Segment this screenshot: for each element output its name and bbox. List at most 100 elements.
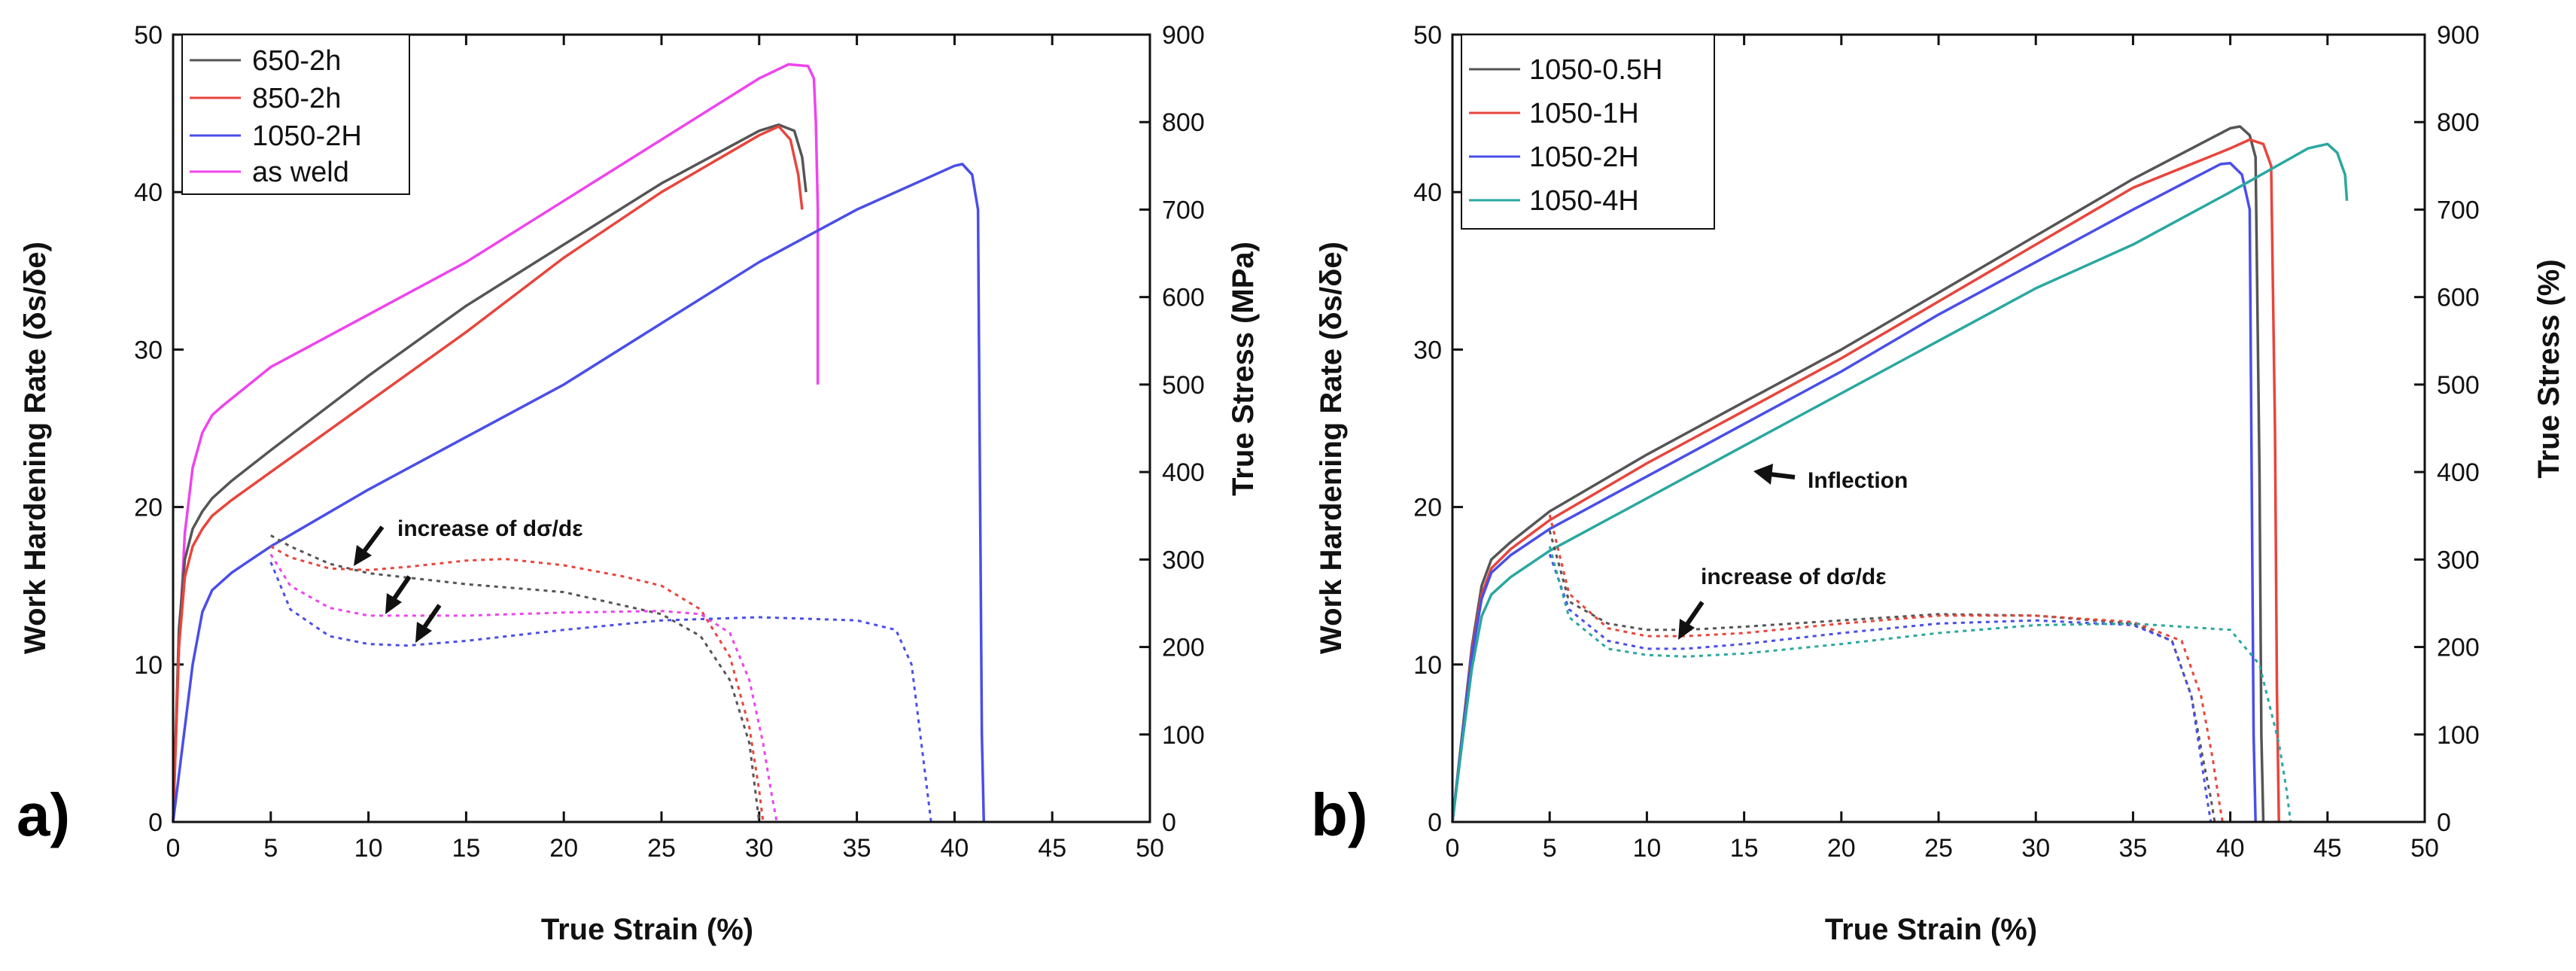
panel-b-y-left-tick-label: 50 — [1413, 21, 1442, 50]
panel-b-x-tick-label: 30 — [2021, 834, 2050, 863]
legend-label-1050-0-5h: 1050-0.5H — [1529, 54, 1662, 86]
panel-a-y-right-tick-label: 900 — [1162, 21, 1205, 50]
panel-b-x-tick-label: 25 — [1924, 834, 1953, 863]
panel-b-y-left-title: Work Hardening Rate (δs/δe) — [1315, 242, 1348, 654]
panel-a-label: a) — [17, 781, 70, 848]
panel-a-y-right-tick-label: 800 — [1162, 108, 1205, 137]
panel-a-y-right-tick-label: 500 — [1162, 371, 1205, 400]
panel-b-annotation-increase: increase of dσ/dε — [1701, 565, 1887, 589]
panel-a-y-right-tick-label: 400 — [1162, 458, 1205, 487]
panel-a-x-tick-label: 20 — [549, 834, 578, 863]
arrow-b-2-shaft — [1683, 601, 1705, 628]
panel-a-whr-line-850-2h — [270, 545, 765, 823]
panel-b-x-title: True Strain (%) — [1825, 913, 2037, 946]
panel-a-x-tick-label: 25 — [647, 834, 676, 863]
panel-a-whr-line-650-2h — [270, 534, 761, 823]
panel-b-whr-line-1050-2h — [1548, 553, 2213, 823]
panel-a-x-title: True Strain (%) — [541, 913, 753, 946]
panel-a-y-left-tick-label: 50 — [134, 21, 163, 50]
panel-a-y-right-tick-label: 700 — [1162, 196, 1205, 224]
panel-b-whr-line-1050-1h — [1548, 514, 2224, 823]
panel-a-x-tick-label: 30 — [745, 834, 774, 863]
panel-b-annotation-arrows — [1678, 464, 1796, 640]
panel-a-x-tick-label: 5 — [263, 834, 278, 863]
panel-b-annotation-inflection: Inflection — [1808, 468, 1908, 493]
panel-b-y-left-tick-label: 30 — [1413, 336, 1442, 364]
panel-b-x-tick-label: 10 — [1632, 834, 1661, 863]
panel-b-stress-line-1050-4h — [1451, 142, 2349, 823]
arrow-b-2-head — [1678, 619, 1695, 640]
panel-a-legend: 650-2h 850-2h 1050-2H as weld — [181, 34, 410, 195]
panel-b-x-tick-label: 5 — [1543, 834, 1557, 863]
panel-a-y-left-tick-label: 10 — [134, 651, 163, 680]
panel-a-y-right-tick-label: 300 — [1162, 546, 1205, 574]
panel-b-legend: 1050-0.5H 1050-1H 1050-2H 1050-4H — [1461, 34, 1715, 230]
panel-a: a) Work Hardening Rate (δs/δe) True Stre… — [17, 21, 1260, 946]
arrow-b-1-shaft — [1769, 472, 1796, 479]
panel-a-x-tick-label: 45 — [1038, 834, 1066, 863]
arrow-a-2-shaft — [391, 575, 412, 602]
legend-label-1050-2h-b: 1050-2H — [1529, 142, 1639, 173]
panel-a-y-right-tick-label: 100 — [1162, 721, 1205, 750]
panel-a-y-left-tick-label: 0 — [148, 808, 163, 837]
panel-b-legend-box — [1461, 34, 1715, 230]
panel-a-x-tick-label: 50 — [1136, 834, 1164, 863]
panel-b-y-right-title: True Stress (%) — [2532, 259, 2565, 478]
panel-b-y-right-tick-label: 700 — [2437, 196, 2480, 224]
panel-b-x-tick-label: 20 — [1827, 834, 1856, 863]
panel-b-y-right-tick-label: 0 — [2437, 808, 2451, 837]
panel-b-y-left-tick-label: 10 — [1413, 651, 1442, 680]
arrow-a-1-shaft — [360, 525, 385, 555]
legend-label-650-2h: 650-2h — [252, 45, 341, 77]
panel-b-y-left-tick-label: 40 — [1413, 178, 1442, 207]
legend-label-as-weld: as weld — [252, 157, 349, 188]
panel-a-y-left-tick-label: 30 — [134, 336, 163, 364]
legend-label-1050-2h: 1050-2H — [252, 120, 362, 152]
panel-b-y-left-tick-label: 0 — [1428, 808, 1442, 837]
panel-a-x-tick-label: 35 — [843, 834, 871, 863]
panel-a-annotation-arrows — [354, 525, 442, 643]
arrow-a-3-shaft — [421, 604, 442, 631]
panel-a-stress-line-650-2h — [172, 123, 807, 823]
panel-b-label: b) — [1311, 781, 1368, 848]
panel-a-stress-line-1050-2h — [172, 163, 986, 823]
arrow-b-1-head — [1753, 464, 1773, 485]
panel-b-y-right-tick-label: 500 — [2437, 371, 2480, 400]
arrow-a-1-head — [354, 545, 372, 566]
panel-a-y-left-tick-label: 20 — [134, 494, 163, 522]
panel-b-plot-frame — [1451, 33, 2426, 823]
panel-b-y-right-tick-label: 900 — [2437, 21, 2480, 50]
legend-label-1050-4h: 1050-4H — [1529, 185, 1639, 217]
panel-a-stress-line-as-weld — [172, 62, 820, 823]
panel-b-y-left-tick-label: 20 — [1413, 494, 1442, 522]
panel-b: b) Work Hardening Rate (δs/δe) True Stre… — [1311, 21, 2565, 946]
arrow-a-2-head — [385, 593, 402, 614]
panel-b-whr-line-1050-0-5h — [1548, 530, 2216, 823]
panel-a-ticks: 0 5 10 15 20 25 30 35 40 45 5001020304050010020030… — [134, 21, 1205, 863]
panel-b-y-right-tick-label: 200 — [2437, 634, 2480, 662]
panel-a-x-tick-label: 0 — [166, 834, 181, 863]
panel-b-x-tick-label: 50 — [2410, 834, 2439, 863]
panel-b-y-right-tick-label: 300 — [2437, 546, 2480, 574]
panel-a-y-right-tick-label: 600 — [1162, 284, 1205, 312]
legend-label-850-2h: 850-2h — [252, 83, 341, 114]
panel-a-annotation-increase: increase of dσ/dε — [397, 516, 583, 541]
panel-b-series — [1451, 125, 2349, 823]
panel-b-x-tick-label: 35 — [2118, 834, 2147, 863]
panel-b-stress-line-1050-1h — [1451, 138, 2280, 823]
panel-b-y-right-tick-label: 400 — [2437, 458, 2480, 487]
panel-a-x-tick-label: 10 — [354, 834, 383, 863]
panel-b-y-right-tick-label: 100 — [2437, 721, 2480, 750]
arrow-a-3-head — [415, 622, 432, 643]
panel-a-y-right-tick-label: 0 — [1162, 808, 1176, 837]
panel-b-x-tick-label: 15 — [1730, 834, 1759, 863]
panel-b-x-tick-label: 40 — [2216, 834, 2245, 863]
panel-b-y-right-tick-label: 800 — [2437, 108, 2480, 137]
legend-label-1050-1h: 1050-1H — [1529, 98, 1639, 129]
panel-a-whr-line-1050-2h — [269, 562, 932, 823]
panel-a-whr-line-as-weld — [269, 553, 778, 823]
panel-a-x-tick-label: 15 — [452, 834, 480, 863]
panel-a-x-tick-label: 40 — [940, 834, 969, 863]
panel-b-whr-line-1050-4h — [1548, 546, 2292, 823]
